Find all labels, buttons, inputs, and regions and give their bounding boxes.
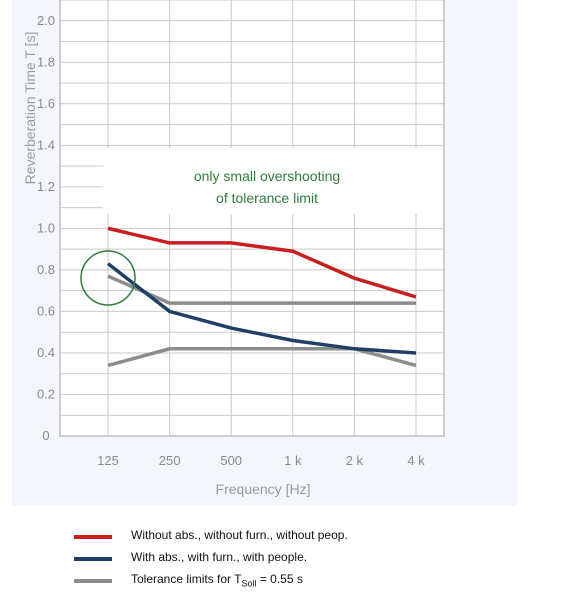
x-tick-label: 2 k [346, 453, 364, 468]
plot-frame [59, 0, 445, 437]
y-tick-label: 1.2 [37, 179, 55, 194]
x-tick-label: 250 [159, 453, 181, 468]
legend-item-without-absorption: Without abs., without furn., without peo… [74, 528, 554, 550]
annotation-box [103, 148, 443, 214]
legend-swatch-red [74, 535, 112, 539]
legend-label: Without abs., without furn., without peo… [131, 528, 348, 542]
x-tick-label: 1 k [284, 453, 302, 468]
y-tick-label: 1.4 [37, 137, 55, 152]
legend-label: Tolerance limits for TSoll = 0.55 s [131, 572, 303, 589]
annotation-line-2: of tolerance limit [216, 190, 318, 206]
legend-item-tolerance: Tolerance limits for TSoll = 0.55 s [74, 572, 554, 594]
y-tick-label: 1.6 [37, 96, 55, 111]
y-axis-title: Reverberation Time T [s] [22, 32, 38, 185]
x-axis-title: Frequency [Hz] [216, 481, 311, 497]
tolerance-upper-line [107, 274, 416, 305]
legend-swatch-grey [74, 579, 112, 583]
x-tick-label: 125 [97, 453, 119, 468]
tolerance-lower-line [107, 347, 417, 368]
chart-area: only small overshooting of tolerance lim… [12, 0, 517, 506]
overshoot-highlight-circle [80, 250, 136, 306]
reverberation-chart: only small overshooting of tolerance lim… [22, 0, 445, 497]
legend-label: With abs., with furn., with people. [131, 550, 308, 564]
y-tick-label: 0 [42, 428, 49, 443]
series-line-without-absorption [107, 226, 417, 299]
x-tick-label: 500 [220, 453, 242, 468]
legend-swatch-blue [74, 557, 112, 561]
y-tick-label: 0.4 [37, 345, 55, 360]
y-tick-label: 0.8 [37, 262, 55, 277]
plot-background [60, 0, 444, 436]
legend: Without abs., without furn., without peo… [74, 528, 554, 594]
legend-item-with-absorption: With abs., with furn., with people. [74, 550, 554, 572]
y-tick-label: 2.0 [37, 13, 55, 28]
y-tick-label: 1.0 [37, 220, 55, 235]
series-line-with-absorption [106, 262, 417, 355]
y-tick-label: 1.8 [37, 54, 55, 69]
x-tick-label: 4 k [407, 453, 425, 468]
y-tick-label: 0.2 [37, 386, 55, 401]
annotation-line-1: only small overshooting [194, 168, 340, 184]
y-tick-label: 0.6 [37, 303, 55, 318]
